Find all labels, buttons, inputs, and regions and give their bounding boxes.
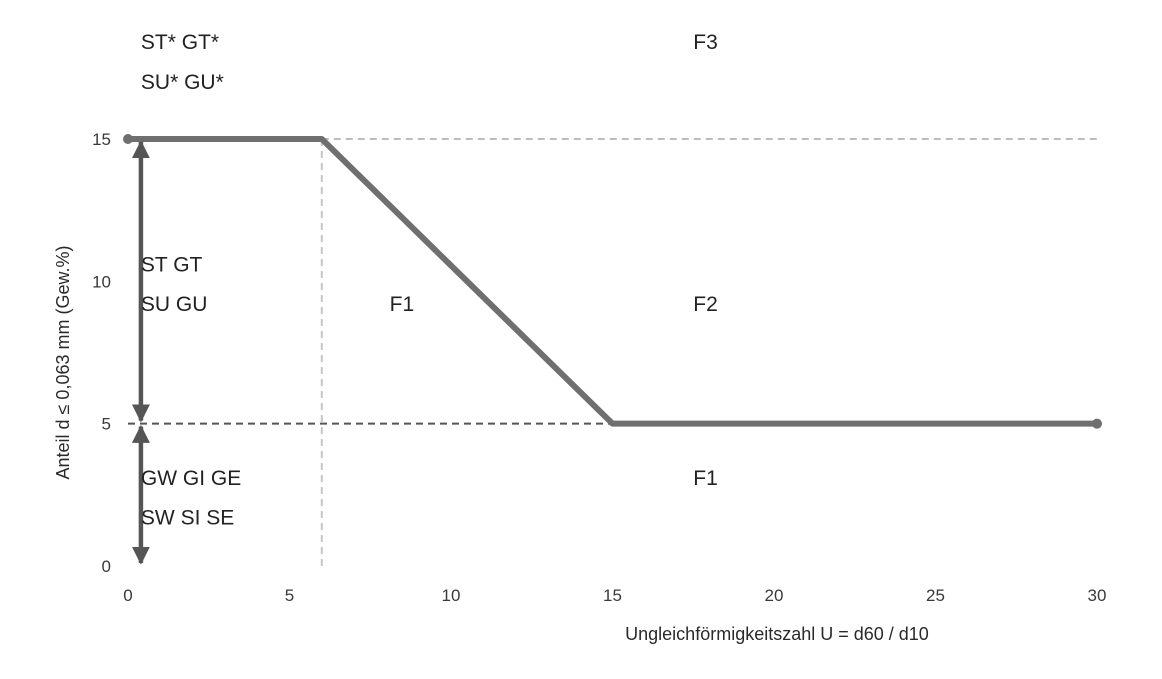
x-axis-title: Ungleichförmigkeitszahl U = d60 / d10 xyxy=(625,624,929,644)
region-label: SU GU xyxy=(141,293,208,316)
x-tick-label: 30 xyxy=(1088,586,1107,605)
x-tick-label: 5 xyxy=(285,586,294,605)
y-axis-title: Anteil d ≤ 0,063 mm (Gew.%) xyxy=(53,246,73,480)
x-tick-label: 25 xyxy=(926,586,945,605)
region-label: SW SI SE xyxy=(141,507,234,530)
x-tick-label: 20 xyxy=(765,586,784,605)
series-layer xyxy=(123,134,1102,429)
region-label: ST* GT* xyxy=(141,31,219,54)
y-tick-label: 10 xyxy=(92,272,111,291)
y-tick-label: 5 xyxy=(102,415,111,434)
x-tick-label: 15 xyxy=(603,586,622,605)
region-label: GW GI GE xyxy=(141,467,241,490)
region-label: SU* GU* xyxy=(141,71,224,94)
boundary-point-1 xyxy=(123,134,133,144)
x-tick-label: 10 xyxy=(442,586,461,605)
x-tick-label: 0 xyxy=(123,586,132,605)
region-label: F1 xyxy=(693,467,718,490)
tick-labels-layer: 0 5 10 15 20 25 30 0 5 10 15 xyxy=(92,130,1106,605)
reference-lines-layer xyxy=(128,138,1097,566)
region-label: F1 xyxy=(390,293,415,316)
region-label: F3 xyxy=(693,31,718,54)
y-tick-label: 0 xyxy=(102,557,111,576)
region-label: ST GT xyxy=(141,253,203,276)
y-tick-label: 15 xyxy=(92,130,111,149)
boundary-point-4 xyxy=(1092,418,1102,429)
region-label: F2 xyxy=(693,293,718,316)
annotations-layer: ST* GT* SU* GU* F3 ST GT SU GU F1 F2 GW GI GE SW… xyxy=(141,31,718,529)
boundary-line xyxy=(125,136,1100,427)
